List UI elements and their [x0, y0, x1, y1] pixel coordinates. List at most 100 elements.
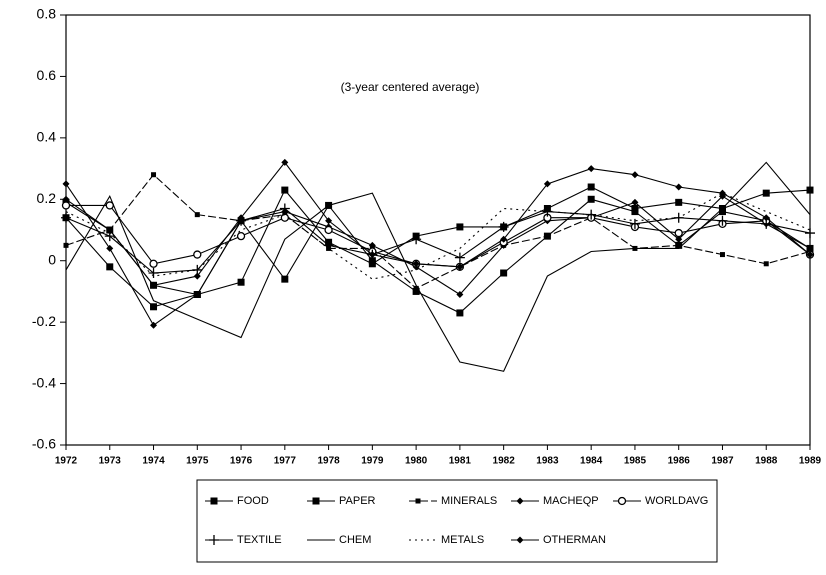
marker: [323, 240, 334, 251]
y-tick-label: -0.6: [32, 436, 56, 452]
legend-label: WORLDAVG: [645, 495, 708, 507]
legend-marker: [210, 497, 218, 505]
marker: [61, 212, 71, 223]
marker: [717, 215, 728, 226]
marker: [150, 281, 158, 289]
legend-box: [196, 479, 718, 563]
marker: [368, 260, 376, 268]
x-tick-label: 1989: [799, 456, 822, 467]
marker: [675, 235, 683, 243]
marker: [719, 252, 725, 258]
marker: [676, 242, 682, 248]
series-line: [65, 173, 811, 290]
marker: [148, 268, 159, 278]
marker: [62, 195, 70, 203]
legend-marker: [516, 536, 524, 544]
marker: [456, 223, 464, 231]
marker: [63, 242, 69, 248]
series-line: [65, 161, 811, 372]
x-tick-label: 1979: [361, 456, 384, 467]
marker: [61, 201, 71, 210]
marker: [456, 263, 464, 271]
x-tick-label: 1980: [405, 456, 428, 467]
x-tick-label: 1974: [142, 456, 165, 467]
marker: [500, 269, 508, 277]
marker: [281, 158, 289, 166]
marker: [498, 221, 509, 232]
marker: [412, 260, 420, 268]
marker: [193, 291, 201, 298]
legend-label: PAPER: [339, 495, 376, 507]
marker: [106, 226, 114, 234]
marker: [193, 250, 202, 259]
series-line: [65, 186, 811, 308]
marker: [456, 309, 464, 317]
marker: [237, 278, 245, 286]
x-tick-label: 1975: [186, 456, 209, 467]
marker: [631, 205, 639, 212]
marker: [806, 244, 814, 252]
marker: [806, 186, 814, 194]
marker: [587, 195, 595, 203]
marker: [279, 203, 290, 214]
marker: [150, 321, 158, 329]
marker: [106, 263, 114, 271]
marker: [413, 285, 419, 291]
marker: [454, 252, 465, 263]
x-tick-label: 1982: [493, 456, 516, 467]
marker: [763, 261, 769, 267]
marker: [62, 180, 70, 188]
y-tick-label: 0: [48, 251, 56, 267]
series-line: [65, 207, 811, 274]
y-tick-label: 0.4: [37, 129, 57, 145]
legend-label: TEXTILE: [237, 534, 282, 546]
x-tick-label: 1985: [624, 456, 647, 467]
y-tick-label: -0.4: [32, 374, 56, 390]
y-tick-label: 0.6: [37, 67, 57, 83]
x-tick-label: 1983: [536, 456, 559, 467]
annotation: (3-year centered average): [341, 80, 480, 94]
marker: [675, 183, 683, 191]
marker: [411, 234, 422, 245]
legend-marker: [312, 497, 320, 505]
marker: [629, 218, 640, 229]
marker: [281, 275, 289, 283]
marker: [368, 251, 376, 259]
marker: [194, 212, 200, 218]
x-tick-label: 1973: [99, 456, 122, 467]
x-tick-label: 1988: [755, 456, 778, 467]
marker: [806, 251, 814, 259]
legend-label: CHEM: [339, 534, 371, 546]
marker: [237, 214, 245, 222]
legend-marker: [415, 498, 421, 504]
x-tick-label: 1987: [711, 456, 734, 467]
marker: [368, 241, 376, 249]
marker: [544, 233, 550, 239]
legend-label: FOOD: [237, 495, 269, 507]
marker: [631, 171, 639, 179]
legend-label: MINERALS: [441, 495, 497, 507]
x-tick-label: 1976: [230, 456, 253, 467]
marker: [151, 172, 157, 178]
marker: [149, 259, 158, 268]
marker: [324, 225, 333, 235]
series-line: [66, 204, 811, 268]
marker: [762, 189, 770, 197]
series-line: [65, 192, 811, 280]
marker: [325, 217, 333, 225]
marker: [805, 228, 815, 239]
marker: [718, 189, 726, 197]
marker: [281, 186, 289, 194]
y-tick-label: 0.2: [37, 190, 57, 206]
legend-marker: [617, 496, 627, 506]
marker: [280, 213, 289, 222]
x-tick-label: 1978: [317, 456, 340, 467]
marker: [500, 235, 508, 243]
marker: [150, 303, 158, 311]
y-tick-label: -0.2: [32, 313, 56, 329]
marker: [193, 272, 201, 280]
x-tick-label: 1981: [449, 456, 472, 467]
legend-label: METALS: [441, 534, 484, 546]
legend-marker: [209, 535, 219, 545]
